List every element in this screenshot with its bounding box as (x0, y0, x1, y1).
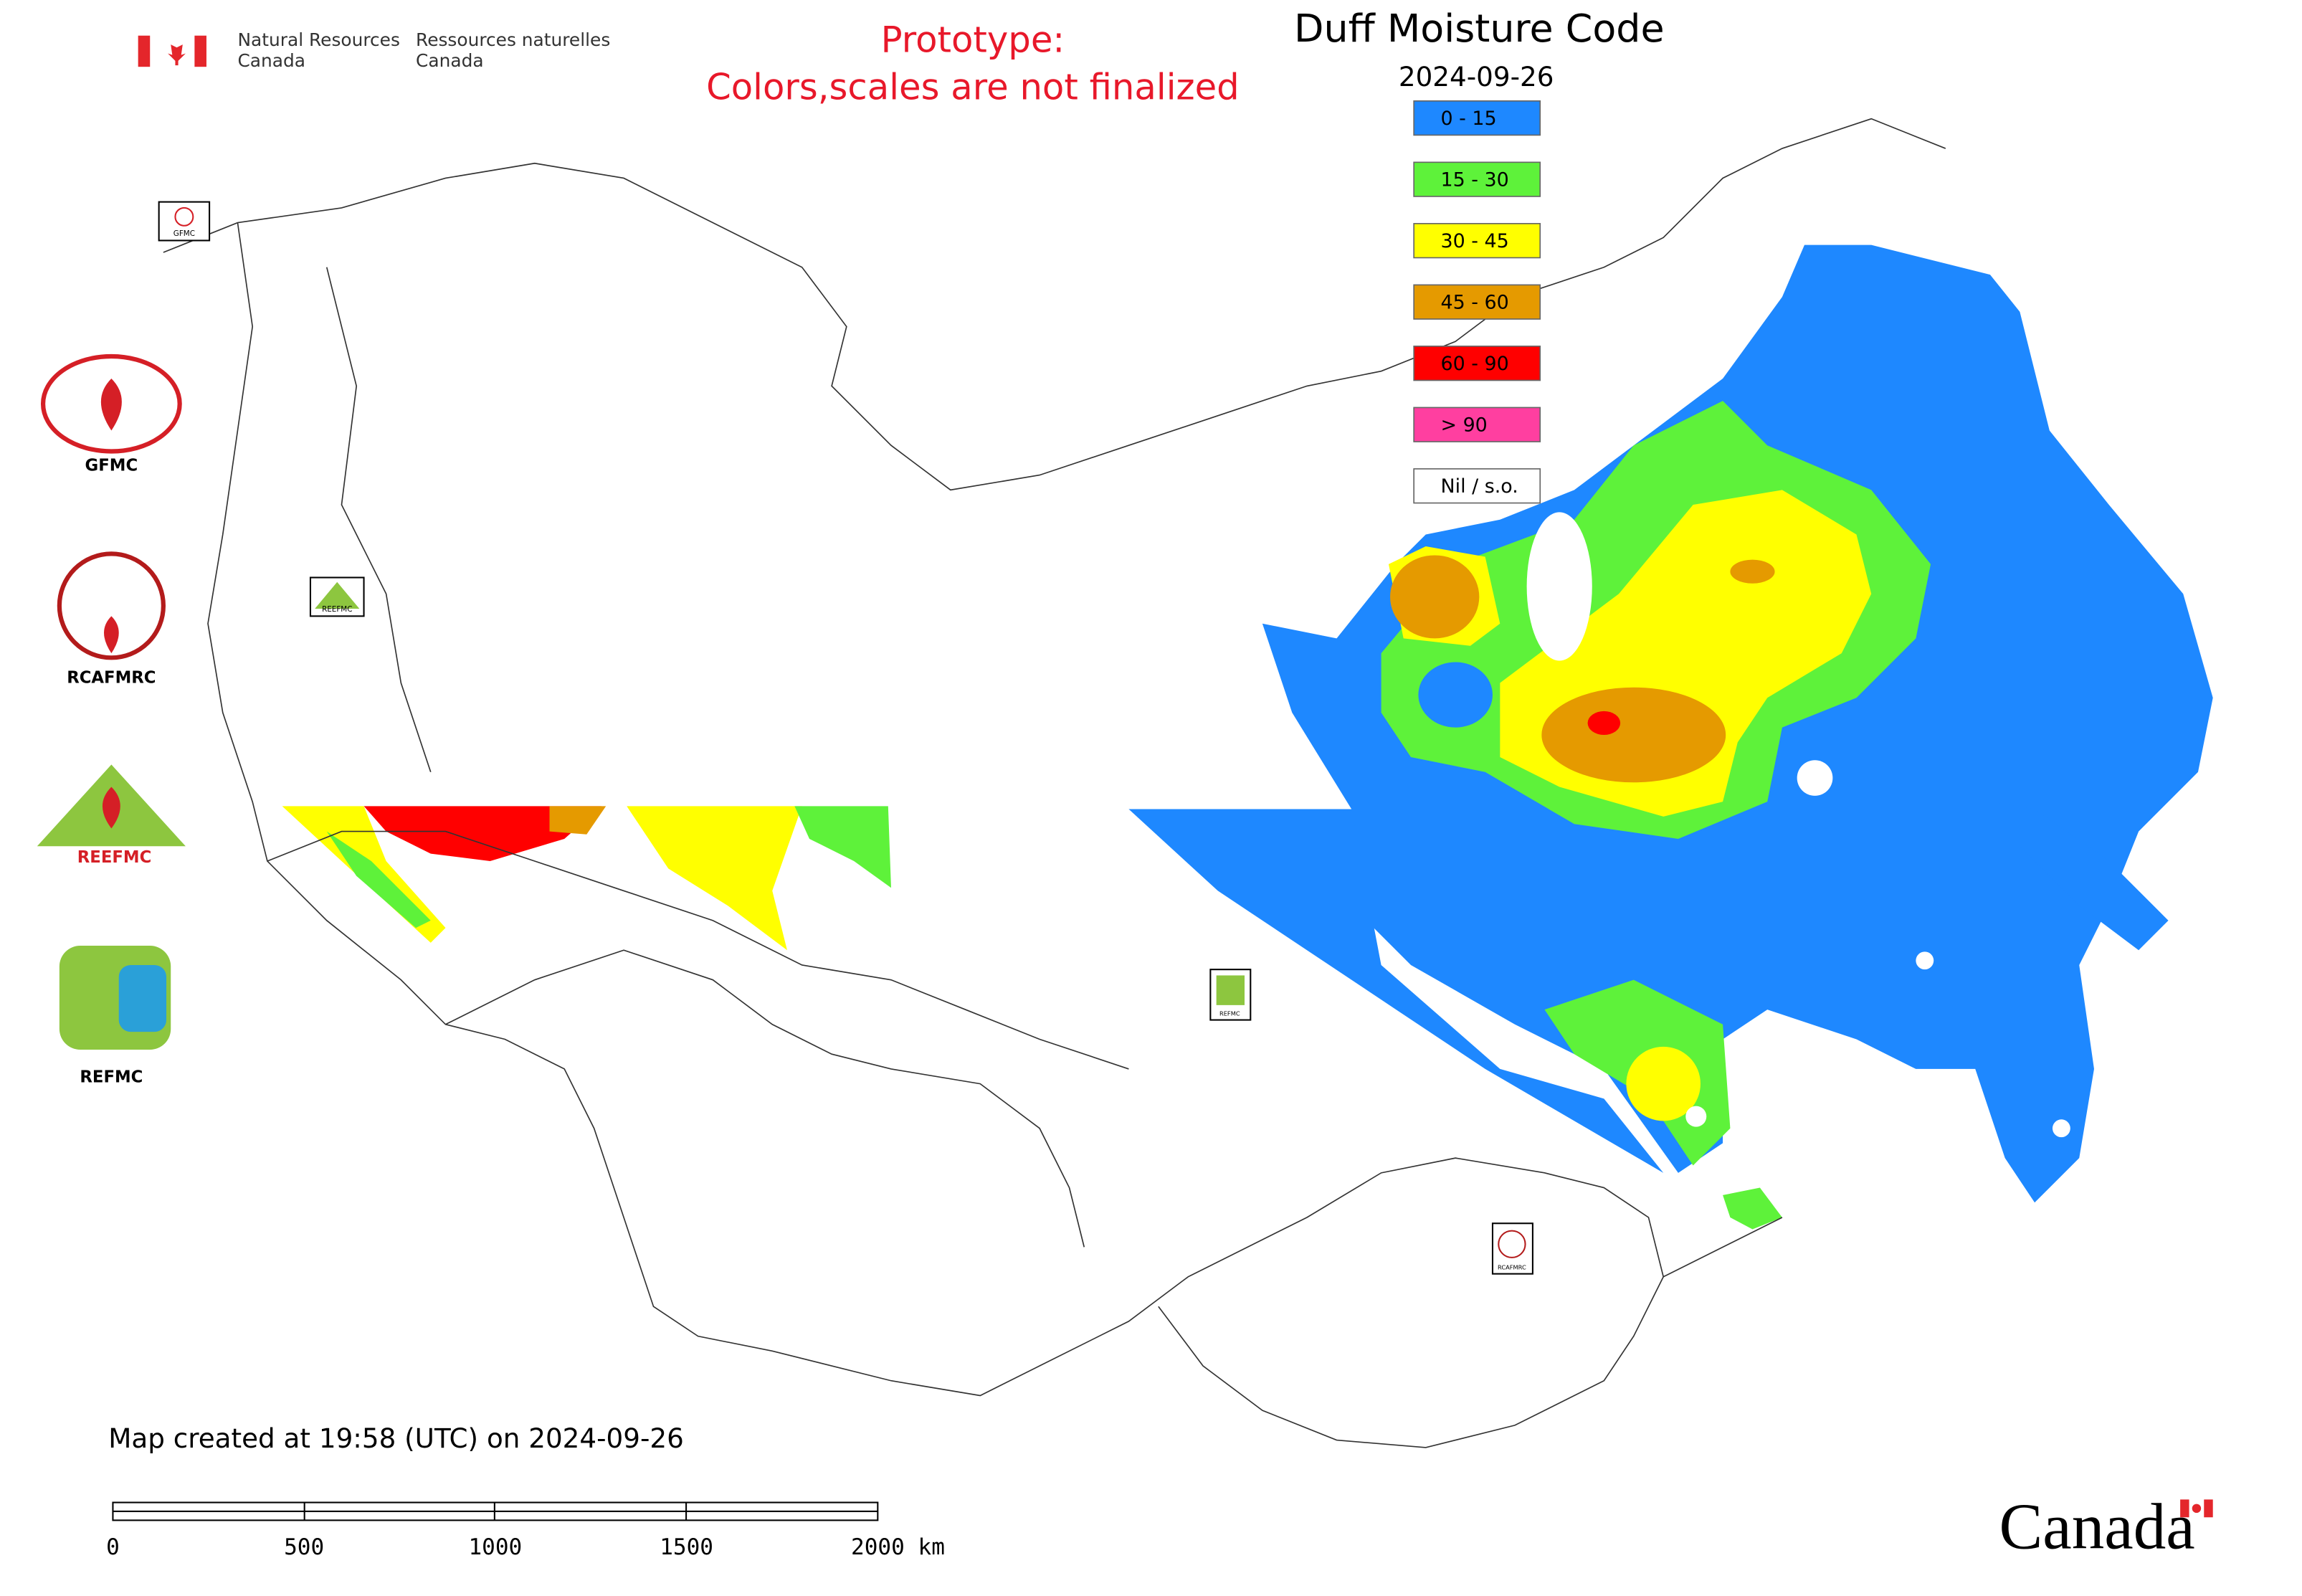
legend-label: 30 - 45 (1440, 230, 1508, 252)
marker-label: GFMC (173, 229, 195, 238)
wordmark-flag (2180, 1499, 2213, 1518)
notice: Colors,scales are not finalized (706, 67, 1240, 108)
map-date: 2024-09-26 (1399, 61, 1554, 92)
legend-label: > 90 (1440, 414, 1487, 437)
map-title: Duff Moisture Code (1294, 6, 1665, 51)
department-fr: Canada (416, 50, 484, 71)
notice: Prototype: (881, 19, 1065, 60)
legend-swatch (1413, 346, 1541, 381)
gov-logo (138, 35, 206, 67)
scale-label: 0 (106, 1534, 120, 1560)
legend-swatch (1413, 161, 1541, 197)
marker-label: REFMC (1219, 1010, 1240, 1017)
legend-label: 60 - 90 (1440, 353, 1508, 375)
department-en: Canada (237, 50, 305, 71)
scale-bar: 0 500 1000 1500 2000 km (106, 1501, 945, 1560)
legend-swatch (1413, 468, 1541, 504)
scale-label: 1500 (660, 1534, 713, 1560)
department-fr: Ressources naturelles (416, 29, 610, 50)
borders (163, 118, 1946, 1448)
legend-swatch (1413, 407, 1541, 442)
scale-label: 2000 km (851, 1534, 945, 1560)
legend-label: 0 - 15 (1440, 108, 1496, 130)
logo-label: RCAFMRC (67, 669, 156, 688)
logo-refmc (59, 946, 171, 1050)
logo-rcafmrc (57, 551, 166, 660)
map-marker: REFMC (1209, 969, 1252, 1021)
legend-label: 15 - 30 (1440, 168, 1508, 191)
data-layer (282, 244, 2213, 1230)
canada-wordmark: Canada (1999, 1491, 2194, 1563)
logo-label: REEFMC (77, 848, 152, 867)
logo-gfmc (40, 353, 182, 454)
legend-swatch (1413, 284, 1541, 320)
marker-label: RCAFMRC (1498, 1263, 1526, 1270)
legend-swatch (1413, 100, 1541, 136)
map-marker: REEFMC (309, 576, 365, 617)
scale-label: 1000 (468, 1534, 522, 1560)
map-marker: RCAFMRC (1491, 1222, 1533, 1275)
marker-label: REEFMC (322, 605, 352, 614)
legend-label: Nil / s.o. (1440, 475, 1518, 498)
legend-swatch (1413, 223, 1541, 259)
legend-label: 45 - 60 (1440, 292, 1508, 314)
map-marker: GFMC (158, 201, 211, 242)
logo-reefmc (37, 764, 186, 847)
logo-label: REFMC (80, 1068, 143, 1087)
created-note: Map created at 19:58 (UTC) on 2024-09-26 (108, 1422, 684, 1454)
logo-label: GFMC (85, 456, 138, 475)
scale-label: 500 (284, 1534, 324, 1560)
department-en: Natural Resources (237, 29, 399, 50)
legend: 0 - 15 15 - 30 30 - 45 45 - 60 60 - 90 > 90 Ni… (1413, 100, 1541, 504)
